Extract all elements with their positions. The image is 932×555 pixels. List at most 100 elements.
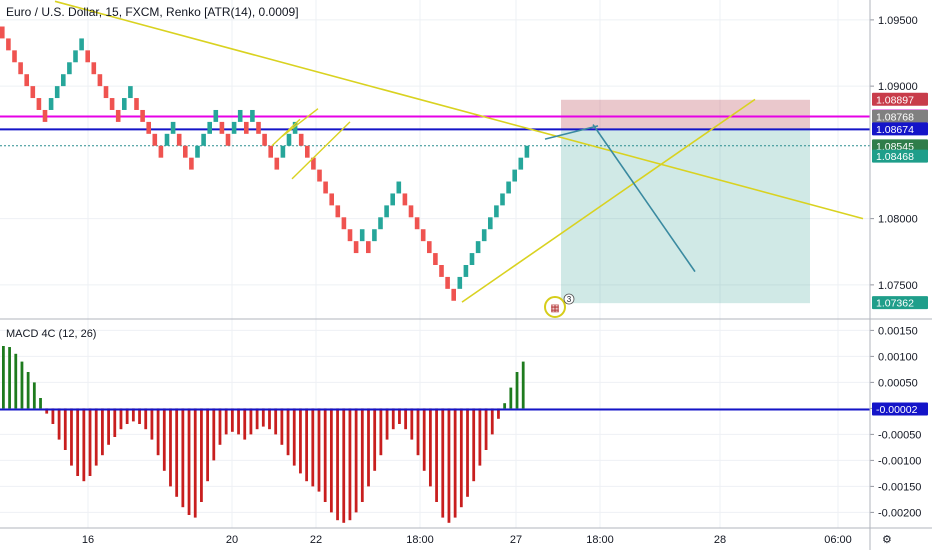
renko-brick — [152, 133, 158, 146]
renko-brick — [256, 121, 261, 134]
renko-brick — [512, 169, 517, 182]
macd-bar — [453, 408, 457, 518]
y-tick-label: 1.09500 — [878, 15, 918, 27]
trendline[interactable] — [461, 98, 756, 303]
renko-brick — [6, 38, 11, 51]
macd-bar — [342, 408, 346, 523]
renko-brick — [292, 121, 298, 134]
macd-bar — [162, 408, 166, 471]
macd-histogram — [0, 346, 870, 523]
macd-bar — [404, 408, 408, 430]
price-axis: 1.09500 1.09000 1.08000 1.07500 0.00150 0.001… — [870, 0, 932, 550]
price-label: 1.08468 — [876, 151, 914, 163]
macd-bar — [336, 408, 339, 521]
renko-brick — [170, 121, 176, 134]
renko-brick — [115, 109, 121, 122]
macd-bar — [218, 408, 222, 445]
macd-bar — [57, 408, 61, 440]
macd-bar — [88, 408, 92, 476]
price-label-box — [872, 109, 928, 123]
renko-brick — [164, 133, 170, 146]
renko-brick — [91, 62, 97, 75]
renko-brick — [451, 288, 456, 301]
macd-bar — [169, 408, 172, 487]
macd-bar — [268, 408, 271, 430]
macd-bar — [515, 372, 519, 409]
event-count-bubble — [563, 293, 575, 305]
gear-icon[interactable]: ⚙ — [882, 534, 892, 546]
renko-brick — [85, 50, 90, 63]
renko-brick — [298, 133, 304, 146]
macd-bar — [101, 408, 104, 456]
renko-brick — [433, 253, 438, 265]
renko-brick — [103, 86, 109, 99]
macd-bar — [280, 408, 284, 445]
y-tick-label: 0.00100 — [878, 351, 918, 363]
trendline[interactable] — [281, 108, 319, 138]
renko-brick — [414, 217, 420, 230]
macd-bar — [107, 408, 110, 445]
macd-bar — [156, 408, 160, 456]
macd-bar — [509, 387, 513, 409]
event-badge[interactable]: ▦ 3 — [544, 293, 575, 318]
renko-brick — [79, 38, 84, 51]
renko-brick — [36, 98, 42, 110]
macd-bar — [175, 408, 179, 497]
macd-bar — [187, 408, 191, 515]
renko-brick — [408, 205, 414, 218]
macd-bar — [354, 408, 358, 513]
macd-bar — [428, 408, 432, 487]
macd-bar — [447, 408, 451, 523]
trendline[interactable] — [544, 125, 599, 140]
event-badge-ring[interactable] — [544, 296, 566, 318]
renko-brick — [420, 229, 426, 242]
price-axis-bg — [870, 0, 932, 550]
renko-brick — [250, 109, 255, 122]
renko-brick — [18, 62, 23, 75]
price-label: 1.08674 — [876, 124, 914, 136]
renko-brick — [500, 193, 505, 206]
renko-brick — [73, 50, 78, 63]
renko-brick — [183, 145, 188, 158]
macd-bar — [490, 408, 494, 435]
macd-bar — [497, 408, 500, 419]
trendline[interactable] — [291, 121, 351, 180]
renko-brick — [366, 241, 371, 254]
macd-bar — [466, 408, 469, 497]
y-tick-label: 0.00050 — [878, 377, 918, 389]
renko-brick — [176, 133, 182, 146]
macd-bar — [441, 408, 445, 518]
renko-brick — [335, 205, 341, 218]
macd-bar — [305, 408, 309, 482]
renko-brick — [524, 145, 530, 158]
renko-brick — [201, 133, 206, 146]
macd-bar — [138, 408, 141, 424]
renko-brick — [323, 181, 328, 194]
trendline[interactable] — [54, 0, 864, 220]
renko-brick — [42, 109, 48, 122]
y-tick-label: -0.00050 — [878, 429, 921, 441]
macd-bar — [398, 408, 401, 424]
macd-bar — [286, 408, 290, 456]
renko-brick — [268, 145, 273, 158]
renko-brick — [54, 86, 60, 99]
macd-bar — [70, 408, 73, 466]
indicator-title: MACD 4C (12, 26) — [6, 328, 96, 340]
renko-brick — [219, 121, 225, 134]
macd-bar — [317, 408, 321, 492]
price-label-box — [872, 122, 928, 136]
renko-brick — [506, 181, 511, 194]
renko-brick — [122, 98, 127, 110]
macd-bar — [379, 408, 383, 456]
trendline[interactable] — [592, 124, 696, 273]
y-tick-label: -0.00100 — [878, 455, 921, 467]
x-tick-label: 16 — [82, 534, 94, 546]
macd-value-box — [872, 402, 928, 416]
target-zone — [561, 129, 810, 304]
x-tick-label: 20 — [226, 534, 238, 546]
renko-brick — [488, 217, 493, 230]
macd-bar — [119, 408, 123, 430]
renko-brick — [213, 109, 219, 122]
